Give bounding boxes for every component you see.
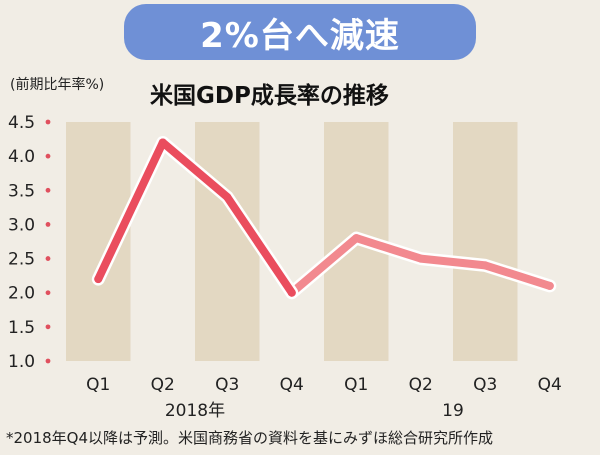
source-footnote: *2018年Q4以降は予測。米国商務省の資料を基にみずほ総合研究所作成 [6,429,494,447]
quarter-band-3 [195,122,260,361]
y-tick-label-6: 4.0 [8,147,35,167]
y-tick-label-2: 2.0 [8,284,35,304]
x-tick-label-5: Q1 [344,375,368,395]
actual-line [94,138,296,297]
y-tick-dot-2 [45,290,51,296]
x-tick-label-1: Q1 [86,375,110,395]
quarter-band-7 [453,122,518,361]
y-tick-dot-0 [45,358,51,364]
data-point-4 [287,288,296,297]
x-tick-label-2: Q2 [151,375,175,395]
y-tick-dot-1 [45,324,51,330]
x-tick-label-4: Q4 [280,375,304,395]
y-tick-label-3: 2.5 [8,250,35,270]
headline-text: 2%台へ減速 [200,15,400,56]
headline-banner: 2%台へ減速 [124,4,476,60]
data-point-2 [158,138,167,147]
x-tick-label-3: Q3 [215,375,239,395]
data-point-7 [481,261,490,270]
y-tick-label-4: 3.0 [8,215,35,235]
y-tick-dot-3 [45,256,51,261]
y-tick-dot-6 [45,153,51,159]
x-tick-label-8: Q4 [538,375,562,395]
data-point-3 [223,193,232,202]
y-tick-dot-4 [45,222,51,227]
data-point-1 [94,275,103,284]
year-label-1: 19 [442,401,464,421]
data-point-5 [352,234,361,243]
x-tick-label-7: Q3 [473,375,497,395]
y-tick-label-5: 3.5 [8,181,35,201]
y-tick-label-7: 4.5 [8,113,35,133]
y-tick-dot-7 [45,119,51,125]
y-tick-label-1: 1.5 [8,318,35,338]
x-tick-label-6: Q2 [409,375,433,395]
y-axis-unit-label: (前期比年率%) [10,77,105,93]
y-tick-dot-5 [45,187,51,193]
chart-title: 米国GDP成長率の推移 [150,83,389,109]
y-tick-label-0: 1.0 [8,352,35,372]
data-point-8 [545,281,554,290]
year-label-0: 2018年 [165,401,225,421]
data-point-6 [416,254,425,263]
